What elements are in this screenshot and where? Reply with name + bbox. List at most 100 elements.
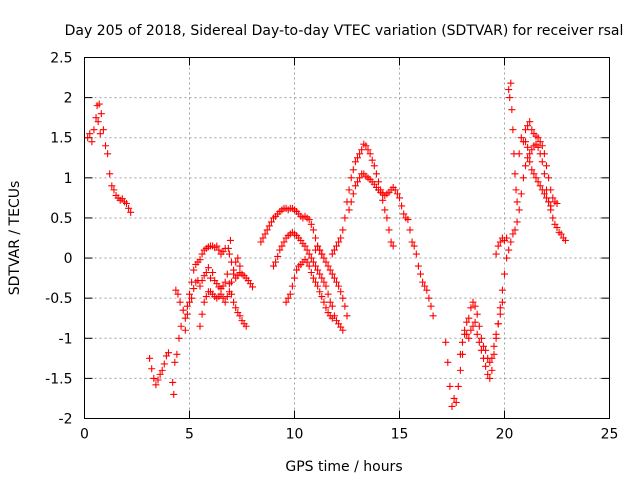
data-point (196, 256, 204, 264)
data-point (183, 310, 191, 318)
data-point (303, 258, 311, 266)
y-tick-label: 0 (64, 251, 73, 267)
data-point (106, 170, 114, 178)
data-point (221, 278, 229, 286)
data-point (337, 288, 345, 296)
data-point (202, 268, 210, 276)
data-point (330, 274, 338, 282)
data-point (507, 79, 515, 87)
data-point (482, 362, 490, 370)
data-point (412, 250, 420, 258)
data-point (526, 158, 534, 166)
y-tick-label: -1.5 (45, 371, 72, 387)
data-point (307, 254, 315, 262)
x-tick-label: 25 (601, 427, 619, 443)
data-point (94, 118, 102, 126)
data-point (498, 298, 506, 306)
data-point (553, 224, 561, 232)
data-point (368, 156, 376, 164)
data-point (351, 182, 359, 190)
data-point (198, 277, 206, 285)
data-point (293, 266, 301, 274)
y-tick-label: -2 (59, 412, 73, 428)
data-point (190, 266, 198, 274)
data-point (526, 118, 534, 126)
data-point (561, 236, 569, 244)
y-tick-label: 2 (64, 91, 73, 107)
data-point (207, 274, 214, 282)
data-point (228, 290, 235, 298)
y-tick-label: -1 (59, 331, 73, 347)
data-point (186, 298, 193, 306)
data-point (545, 174, 553, 182)
data-point (524, 154, 532, 162)
data-point (265, 222, 273, 230)
data-point (391, 186, 399, 194)
data-point (538, 142, 546, 150)
data-point (349, 190, 357, 198)
data-point (524, 143, 532, 151)
data-point (110, 186, 118, 194)
data-point (190, 285, 198, 293)
x-tick-label: 20 (496, 427, 514, 443)
data-point (545, 198, 553, 206)
data-point (175, 334, 183, 342)
data-point (517, 190, 525, 198)
y-axis-label: SDTVAR / TECUs (7, 181, 23, 296)
data-point (507, 238, 515, 246)
data-point (465, 314, 473, 322)
data-point (215, 246, 223, 254)
data-point (536, 182, 544, 190)
data-point (358, 146, 366, 154)
data-point (224, 244, 232, 252)
data-point (328, 314, 336, 322)
data-point (429, 312, 437, 320)
data-point (490, 342, 498, 350)
data-point (339, 294, 347, 302)
data-point (261, 230, 269, 238)
data-point (543, 162, 550, 170)
data-point (284, 294, 292, 302)
data-point (467, 326, 475, 334)
data-point (469, 298, 477, 306)
data-point (183, 302, 191, 310)
data-point (459, 338, 466, 346)
data-point (278, 242, 286, 250)
data-point (257, 238, 265, 246)
data-point (463, 330, 471, 338)
data-point (314, 242, 322, 250)
data-point (540, 190, 548, 198)
data-point (452, 398, 460, 406)
data-point (509, 126, 517, 134)
data-point (146, 354, 154, 362)
data-point (494, 320, 502, 328)
data-point (549, 214, 557, 222)
data-point (328, 270, 336, 278)
data-point (356, 174, 364, 182)
data-point (316, 246, 324, 254)
data-point (316, 288, 324, 296)
data-point (339, 226, 347, 234)
data-point (226, 236, 234, 244)
data-point (517, 134, 525, 142)
data-point (419, 278, 427, 286)
data-point (473, 310, 481, 318)
x-tick-label: 0 (80, 427, 89, 443)
data-point (225, 280, 233, 288)
data-point (461, 326, 469, 334)
data-point (404, 216, 412, 224)
data-point (176, 298, 184, 306)
data-point (179, 306, 187, 314)
data-point (322, 258, 330, 266)
data-point (335, 238, 343, 246)
data-point (154, 376, 162, 384)
data-point (354, 178, 361, 186)
data-point (320, 298, 328, 306)
data-point (228, 258, 235, 266)
data-point (484, 370, 492, 378)
chart-title: Day 205 of 2018, Sidereal Day-to-day VTE… (65, 23, 624, 39)
data-point (341, 302, 349, 310)
data-point (95, 100, 103, 108)
data-point (496, 304, 504, 312)
